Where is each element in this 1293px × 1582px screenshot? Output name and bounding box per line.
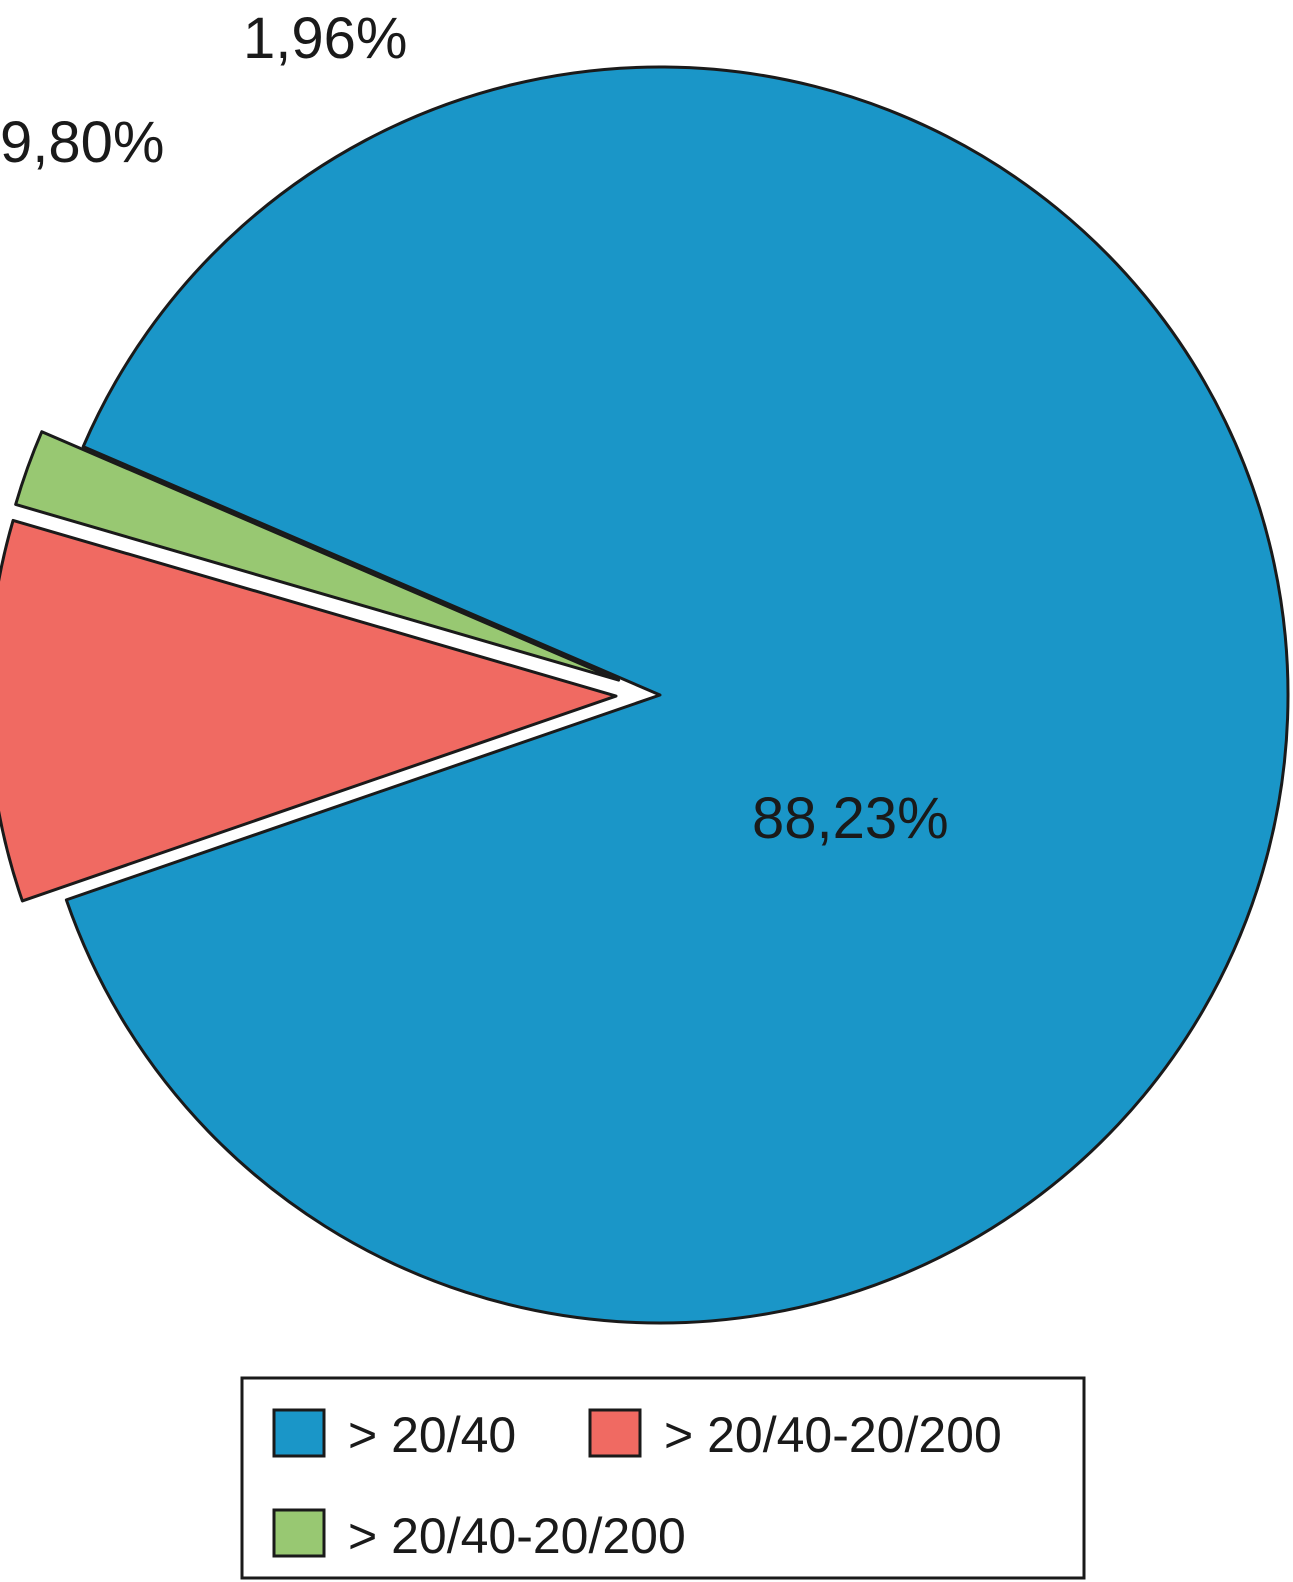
slice-label-0: 88,23% — [752, 786, 949, 851]
legend-label-0: > 20/40 — [348, 1407, 516, 1463]
legend: > 20/40 > 20/40-20/200 > 20/40-20/200 — [240, 1376, 1086, 1580]
pie-slice-0 — [64, 65, 1290, 1325]
legend-label-1: > 20/40-20/200 — [664, 1407, 1002, 1463]
legend-swatch-1 — [588, 1408, 642, 1458]
pie-slice-2 — [14, 430, 621, 682]
pie-slice-1 — [0, 518, 618, 903]
legend-swatch-2 — [272, 1508, 326, 1558]
pie-slices — [0, 65, 1290, 1325]
legend-box — [240, 1376, 1086, 1580]
legend-label-2: > 20/40-20/200 — [348, 1508, 686, 1564]
slice-label-1: 9,80% — [0, 110, 164, 175]
legend-swatch-0 — [272, 1408, 326, 1458]
slice-labels: 88,23% 9,80% 1,96% — [0, 6, 949, 851]
slice-label-2: 1,96% — [243, 6, 407, 71]
